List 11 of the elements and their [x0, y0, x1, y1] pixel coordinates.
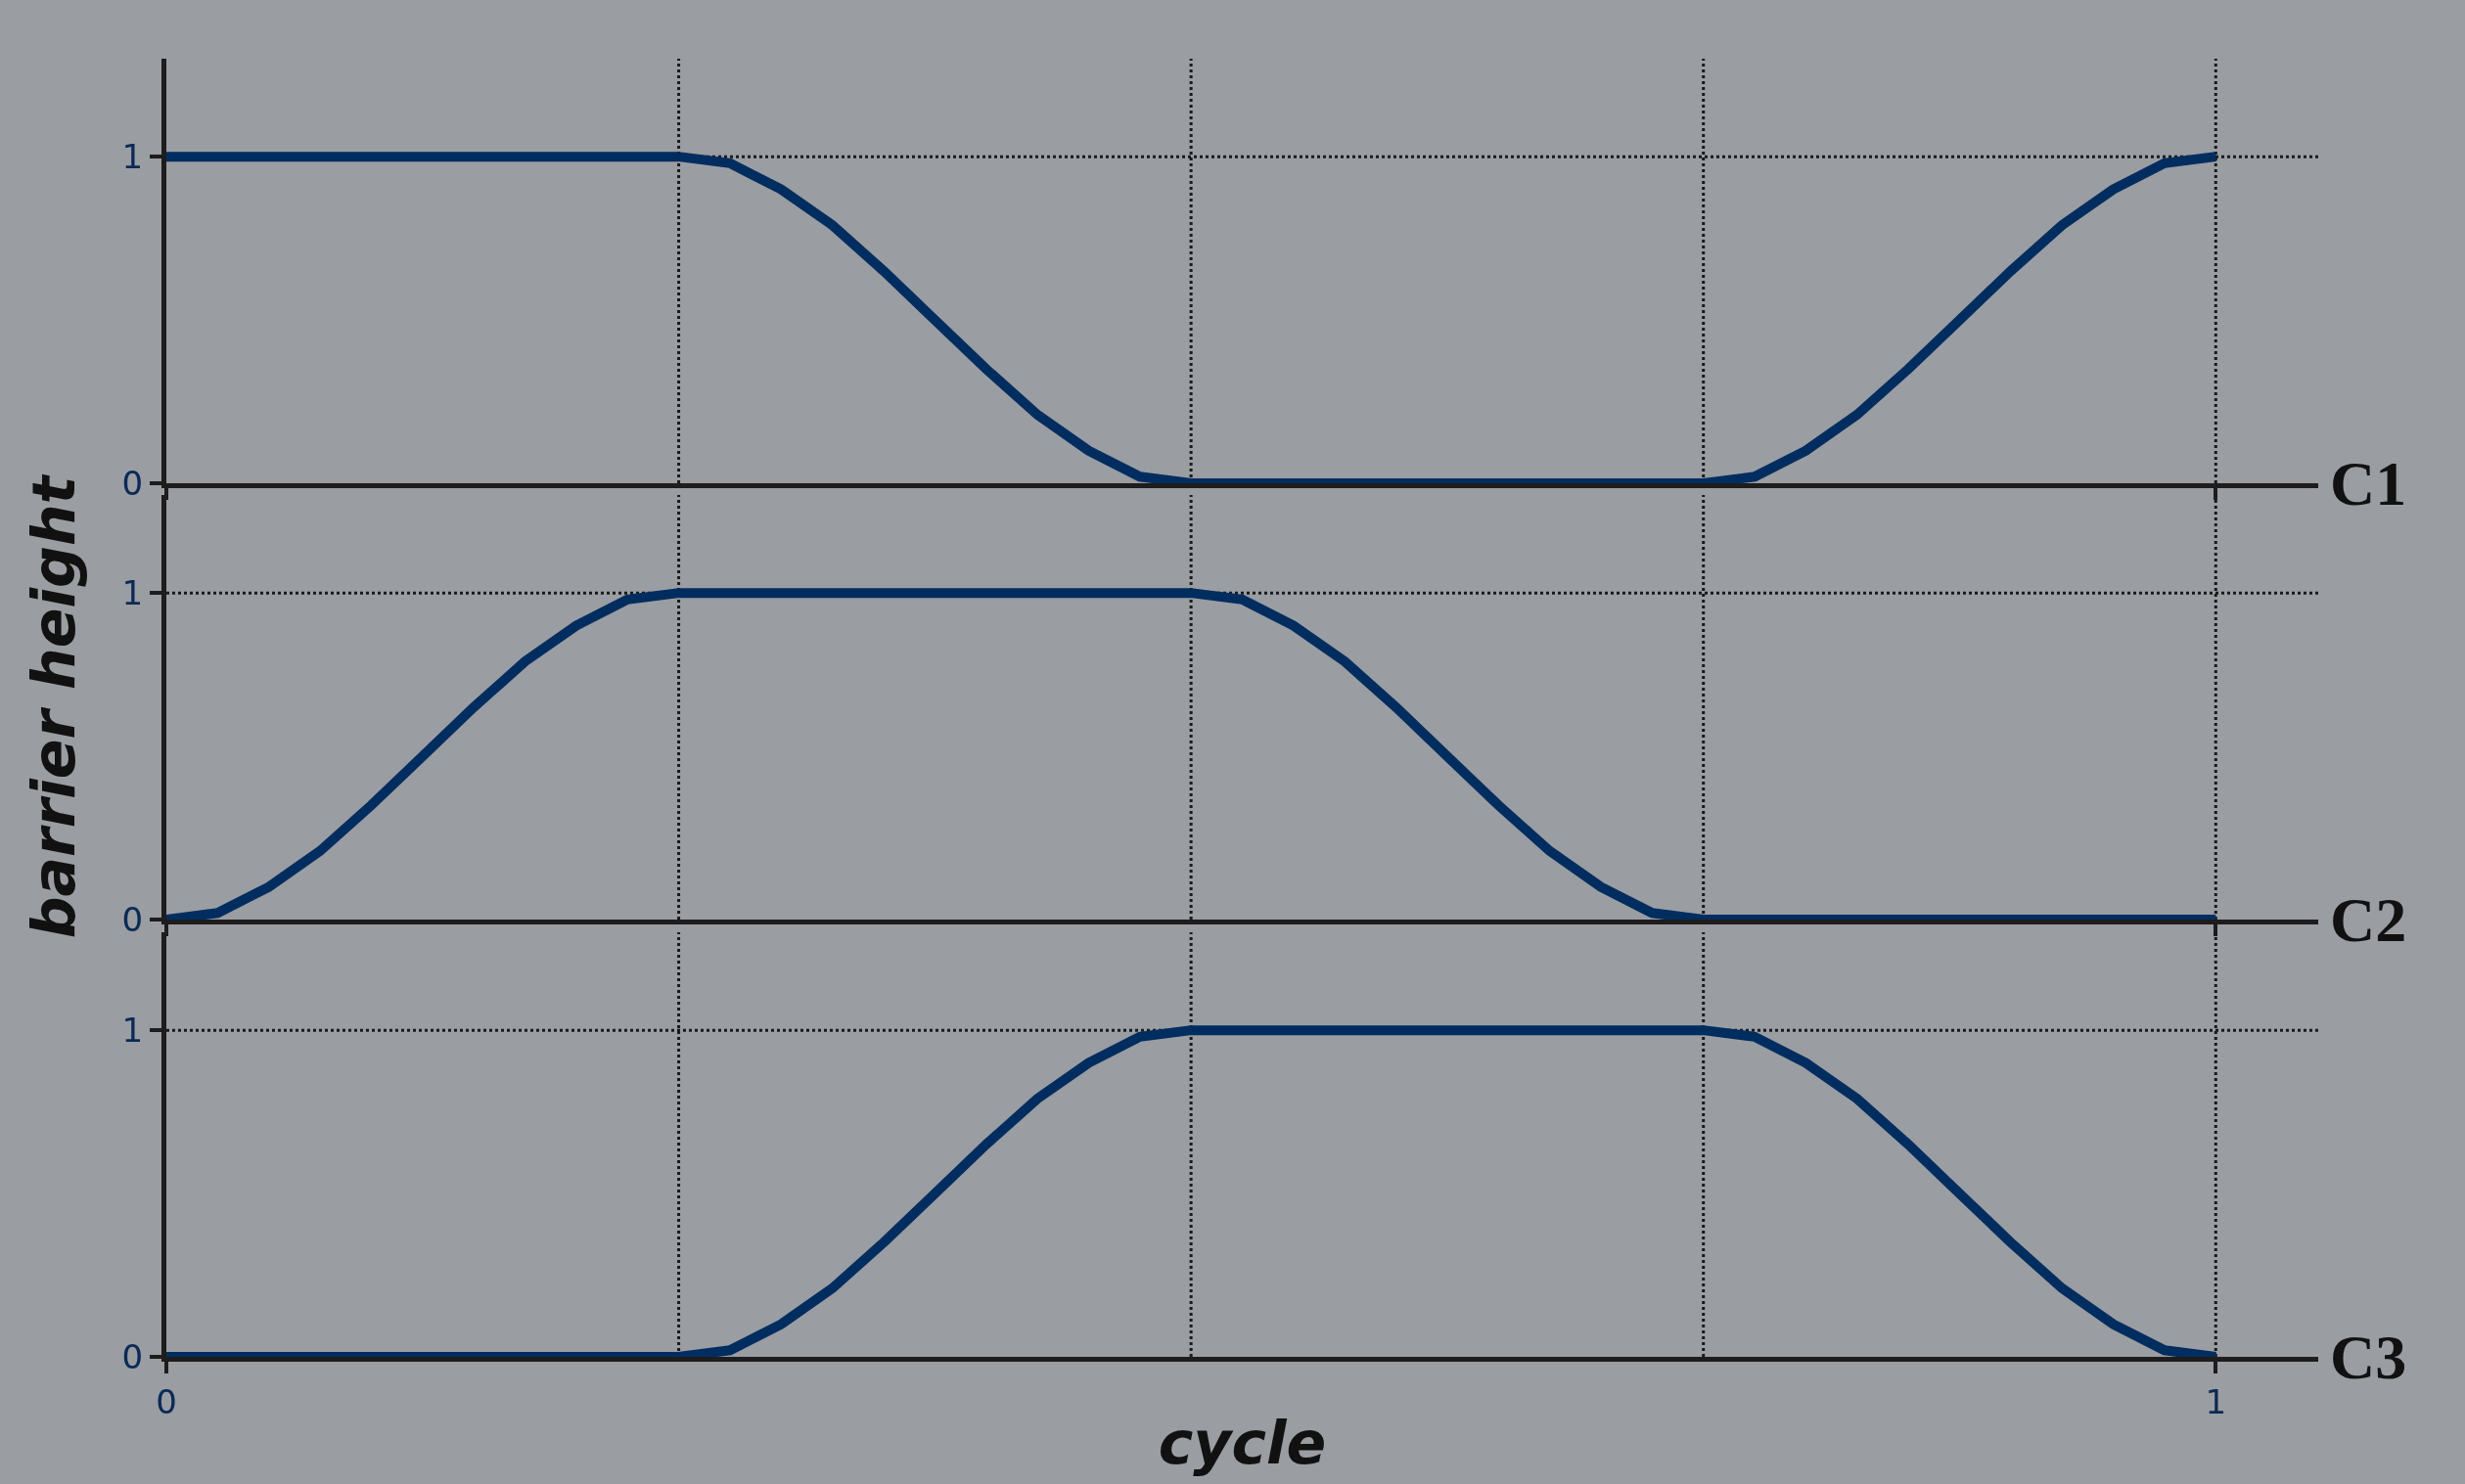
- text: C2: [2330, 885, 2407, 955]
- y-tick-label: 0: [121, 899, 144, 939]
- text: C3: [2330, 1323, 2407, 1392]
- text: C1: [2330, 449, 2407, 518]
- y-axis-title: barrier height: [20, 473, 89, 939]
- y-tick-label: 0: [121, 463, 144, 503]
- x-axis-title: cycle: [1158, 1409, 1327, 1478]
- y-tick-label: 0: [121, 1336, 144, 1376]
- y-tick-label: 1: [121, 573, 144, 613]
- y-tick-label: 1: [121, 137, 144, 177]
- y-tick-label: 1: [121, 1011, 144, 1051]
